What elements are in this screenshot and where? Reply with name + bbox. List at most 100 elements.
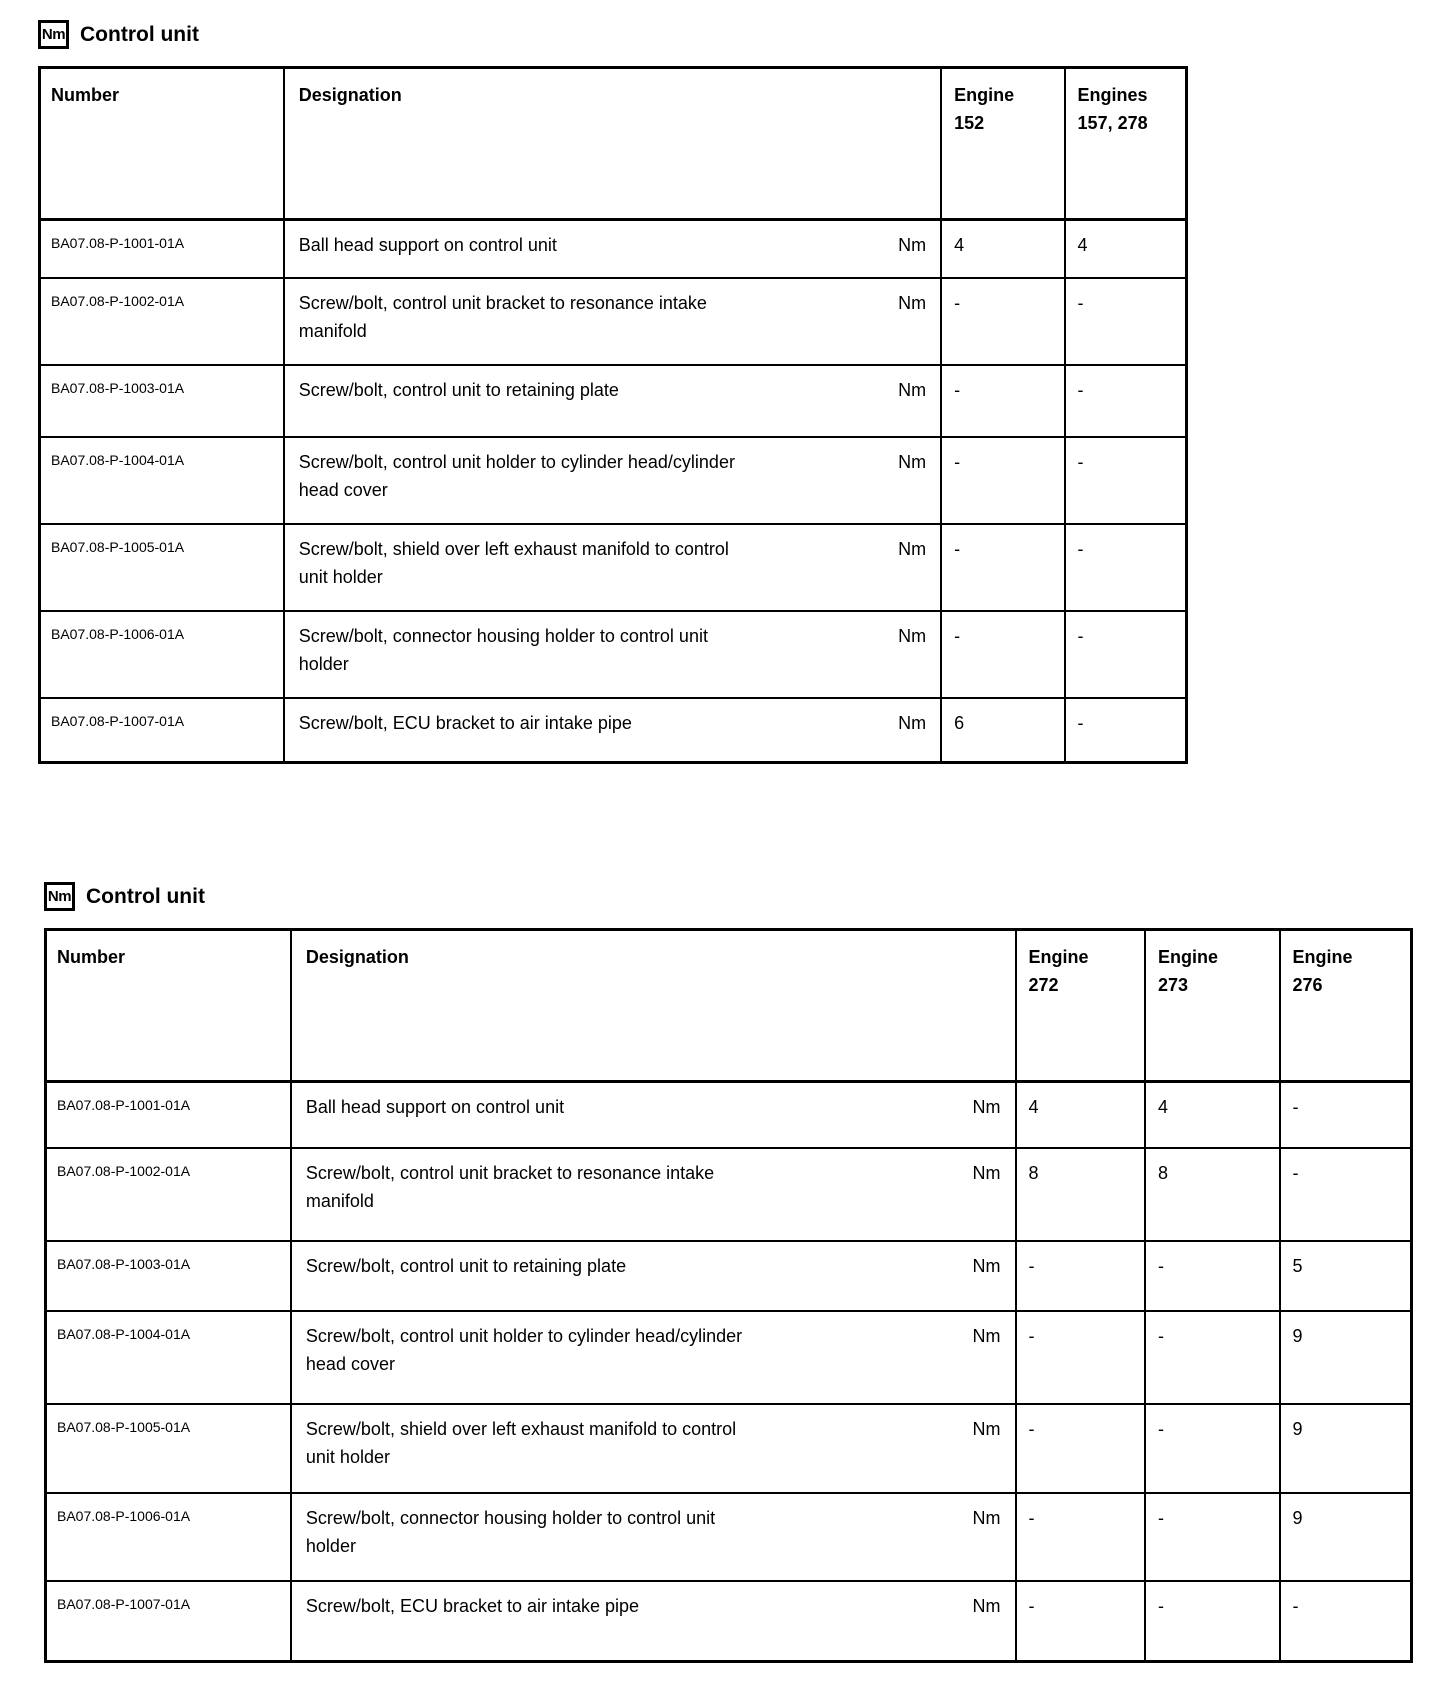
value-engine-273: 8 <box>1146 1149 1281 1240</box>
section-title-text: Control unit <box>86 884 205 908</box>
header-number: Number <box>41 69 285 218</box>
unit-label: Nm <box>898 452 927 472</box>
value-engine-152: - <box>942 525 1066 610</box>
value-engine-272: - <box>1017 1242 1147 1310</box>
table-header-row: Number Designation Engine 272 Engine 273 E… <box>47 931 1410 1083</box>
value-engine-152: - <box>942 438 1066 523</box>
row-designation: Screw/bolt, control unit holder to cylin… <box>298 452 735 500</box>
engine-number: 273 <box>1158 975 1189 995</box>
value-engine-272: - <box>1017 1312 1147 1403</box>
value-engines-157-278: - <box>1077 293 1084 313</box>
unit-label: Nm <box>898 626 927 646</box>
row-number: BA07.08-P-1003-01A <box>41 366 285 436</box>
engine-number: 276 <box>1292 975 1323 995</box>
row-number: BA07.08-P-1001-01A <box>47 1083 292 1147</box>
row-number: BA07.08-P-1002-01A <box>47 1149 292 1240</box>
nm-torque-icon: Nm <box>44 882 75 911</box>
header-number: Number <box>47 931 292 1080</box>
value-engines-157-278: 4 <box>1077 235 1088 255</box>
row-designation: Screw/bolt, ECU bracket to air intake pi… <box>305 1596 640 1616</box>
value-engines-157-278: - <box>1077 626 1084 646</box>
header-designation-label: Designation <box>305 947 409 967</box>
row-designation-cell: Ball head support on control unit Nm <box>285 221 943 277</box>
row-designation-cell: Screw/bolt, shield over left exhaust man… <box>292 1405 1017 1492</box>
table-row: BA07.08-P-1002-01A Screw/bolt, control u… <box>41 279 1185 366</box>
row-designation-cell: Screw/bolt, control unit holder to cylin… <box>292 1312 1017 1403</box>
value-engine-273: - <box>1146 1494 1281 1580</box>
row-designation: Ball head support on control unit <box>298 235 557 255</box>
value-engine-276: 9 <box>1292 1326 1303 1346</box>
row-designation: Screw/bolt, control unit to retaining pl… <box>305 1256 627 1276</box>
value-engine-276: 9 <box>1292 1419 1303 1439</box>
row-designation: Screw/bolt, connector housing holder to … <box>305 1508 716 1556</box>
header-engines-157-278: Engines 157, 278 <box>1066 69 1185 218</box>
row-number: BA07.08-P-1004-01A <box>41 438 285 523</box>
header-designation: Designation <box>292 931 1017 1080</box>
header-engine-272: Engine 272 <box>1017 931 1147 1080</box>
table-row: BA07.08-P-1006-01A Screw/bolt, connector… <box>41 612 1185 699</box>
engine-label: Engine <box>954 85 1015 105</box>
engine-number: 152 <box>954 113 985 133</box>
table-header-row: Number Designation Engine 152 Engines 157,… <box>41 69 1185 221</box>
row-designation-cell: Screw/bolt, ECU bracket to air intake pi… <box>285 699 943 761</box>
unit-label: Nm <box>898 235 927 255</box>
row-designation-cell: Screw/bolt, control unit bracket to reso… <box>285 279 943 364</box>
value-engine-276: 9 <box>1292 1508 1303 1528</box>
row-designation: Screw/bolt, shield over left exhaust man… <box>305 1419 737 1467</box>
value-engines-157-278: - <box>1077 539 1084 559</box>
row-number: BA07.08-P-1004-01A <box>47 1312 292 1403</box>
row-designation: Screw/bolt, shield over left exhaust man… <box>298 539 729 587</box>
unit-label: Nm <box>898 380 927 400</box>
section-heading: Nm Control unit <box>44 882 1456 911</box>
row-designation-cell: Screw/bolt, shield over left exhaust man… <box>285 525 943 610</box>
table-row: BA07.08-P-1001-01A Ball head support on … <box>47 1083 1410 1149</box>
value-engine-276: 5 <box>1292 1256 1303 1276</box>
engine-number: 272 <box>1028 975 1059 995</box>
value-engine-276: - <box>1292 1163 1299 1183</box>
table-row: BA07.08-P-1005-01A Screw/bolt, shield ov… <box>41 525 1185 612</box>
value-engines-157-278: - <box>1077 452 1084 472</box>
table-row: BA07.08-P-1001-01A Ball head support on … <box>41 221 1185 279</box>
section-control-unit-1: Nm Control unit Number Designation Engin… <box>38 20 1456 764</box>
value-engine-152: - <box>942 279 1066 364</box>
value-engine-273: - <box>1146 1582 1281 1660</box>
row-number: BA07.08-P-1005-01A <box>47 1405 292 1492</box>
row-number: BA07.08-P-1007-01A <box>41 699 285 761</box>
table-row: BA07.08-P-1004-01A Screw/bolt, control u… <box>47 1312 1410 1405</box>
unit-label: Nm <box>972 1163 1001 1183</box>
table-row: BA07.08-P-1004-01A Screw/bolt, control u… <box>41 438 1185 525</box>
value-engine-276: - <box>1292 1596 1299 1616</box>
engine-number: 157, 278 <box>1077 113 1148 133</box>
row-designation: Screw/bolt, control unit to retaining pl… <box>298 380 619 400</box>
row-designation: Screw/bolt, control unit bracket to reso… <box>298 293 707 341</box>
row-designation: Screw/bolt, control unit holder to cylin… <box>305 1326 743 1374</box>
section-control-unit-2: Nm Control unit Number Designation Engin… <box>38 882 1456 1663</box>
unit-label: Nm <box>898 293 927 313</box>
table-row: BA07.08-P-1007-01A Screw/bolt, ECU brack… <box>47 1582 1410 1660</box>
value-engine-273: 4 <box>1146 1083 1281 1147</box>
engine-label: Engine <box>1028 947 1089 967</box>
value-engine-273: - <box>1146 1312 1281 1403</box>
row-number: BA07.08-P-1005-01A <box>41 525 285 610</box>
value-engines-157-278: - <box>1077 713 1084 733</box>
value-engine-152: 6 <box>942 699 1066 761</box>
table-row: BA07.08-P-1007-01A Screw/bolt, ECU brack… <box>41 699 1185 761</box>
unit-label: Nm <box>972 1596 1001 1616</box>
unit-label: Nm <box>972 1097 1001 1117</box>
row-designation-cell: Ball head support on control unit Nm <box>292 1083 1017 1147</box>
section-title-text: Control unit <box>80 22 199 46</box>
row-number: BA07.08-P-1006-01A <box>47 1494 292 1580</box>
value-engine-273: - <box>1146 1242 1281 1310</box>
value-engine-272: - <box>1017 1405 1147 1492</box>
unit-label: Nm <box>898 539 927 559</box>
table-row: BA07.08-P-1006-01A Screw/bolt, connector… <box>47 1494 1410 1582</box>
row-designation-cell: Screw/bolt, control unit bracket to reso… <box>292 1149 1017 1240</box>
row-number: BA07.08-P-1007-01A <box>47 1582 292 1660</box>
row-designation-cell: Screw/bolt, control unit holder to cylin… <box>285 438 943 523</box>
row-number: BA07.08-P-1002-01A <box>41 279 285 364</box>
row-number: BA07.08-P-1001-01A <box>41 221 285 277</box>
value-engine-272: 4 <box>1017 1083 1147 1147</box>
table-row: BA07.08-P-1003-01A Screw/bolt, control u… <box>47 1242 1410 1312</box>
row-designation: Ball head support on control unit <box>305 1097 565 1117</box>
value-engine-152: - <box>942 612 1066 697</box>
